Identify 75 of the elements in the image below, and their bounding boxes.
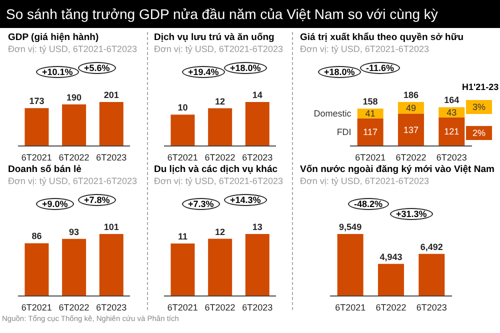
data-label: 9,549 <box>339 222 362 232</box>
chart-title: Doanh số bán lẻ <box>8 164 82 175</box>
data-label: 86 <box>32 231 42 242</box>
text: +5.6% <box>78 62 116 74</box>
text: So sánh tăng trưởng GDP nửa đầu năm của Việt Nam so với cùng kỳ <box>0 0 500 28</box>
chart-title: Du lịch và các dịch vụ khác <box>154 164 278 175</box>
data-label: 10 <box>178 102 188 113</box>
bar <box>357 108 384 118</box>
total-label: 186 <box>403 90 418 100</box>
x-tick-label: 6T2023 <box>96 152 127 162</box>
chart-title: Dịch vụ lưu trú và ăn uống <box>154 32 274 43</box>
series-label: FDI <box>336 127 352 138</box>
x-tick-label: 6T2021 <box>21 302 52 312</box>
x-tick-label: 6T2022 <box>204 302 236 312</box>
x-tick-label: 6T2022 <box>396 152 426 162</box>
data-label: 12 <box>215 226 226 237</box>
x-tick-label: 6T2021 <box>21 152 52 162</box>
x-tick-label: 6T2021 <box>167 302 198 312</box>
data-label: 49 <box>406 102 416 113</box>
text: +31.3% <box>390 208 433 220</box>
data-label: 6,492 <box>420 242 443 252</box>
text: +10.1% <box>36 66 79 78</box>
x-tick-label: 6T2023 <box>416 302 447 312</box>
x-tick-label: 6T2021 <box>335 302 366 312</box>
total-label: 164 <box>444 95 460 106</box>
text: +7.3% <box>182 198 220 210</box>
text: H1'21-23 <box>462 82 499 92</box>
text: +9.0% <box>36 198 74 210</box>
text: -11.6% <box>360 62 400 74</box>
x-tick-label: 6T2023 <box>242 302 273 312</box>
series-label: Domestic <box>314 108 352 118</box>
data-label: 117 <box>363 127 378 138</box>
data-label: 43 <box>446 107 457 118</box>
data-label: 12 <box>215 96 226 106</box>
bar <box>357 118 384 146</box>
x-tick-label: 6T2021 <box>355 152 386 162</box>
x-tick-label: 6T2023 <box>436 152 467 162</box>
chart-subtitle: Đơn vị: tỷ USD, 6T2021-6T2023 <box>300 44 429 54</box>
data-label: 93 <box>69 226 80 237</box>
x-tick-label: 6T2023 <box>242 152 273 162</box>
text: +18.0% <box>318 66 361 78</box>
data-label: 190 <box>66 92 82 102</box>
text: +7.8% <box>78 194 116 206</box>
x-tick-label: 6T2022 <box>58 152 90 162</box>
data-label: 11 <box>178 232 188 242</box>
data-label: 137 <box>403 124 418 135</box>
chart-subtitle: Đơn vị: tỷ USD, 6T2021-6T2023 <box>8 44 137 54</box>
x-tick-label: 6T2023 <box>96 302 127 312</box>
data-label: 13 <box>252 222 262 232</box>
x-tick-label: 6T2022 <box>376 302 406 312</box>
chart-subtitle: Đơn vị: tỷ USD, 6T2021-6T2023 <box>8 176 137 186</box>
data-label: 41 <box>365 108 376 118</box>
chart-subtitle: Đơn vị: tỷ USD, 6T2021-6T2023 <box>154 44 283 54</box>
bar <box>398 114 424 146</box>
x-tick-label: 6T2022 <box>204 152 236 162</box>
chart-subtitle: Đơn vị: tỷ USD, 6T2021-6T2023 <box>154 176 283 186</box>
text: -48.2% <box>348 198 389 210</box>
chart-subtitle: Đơn vị: tỷ USD, 6T2021-6T2023 <box>300 176 429 186</box>
text: 2% <box>466 126 492 140</box>
x-tick-label: 6T2021 <box>167 152 198 162</box>
chart-title: Giá trị xuất khẩu theo quyền sở hữu <box>300 32 464 43</box>
text: +19.4% <box>182 66 225 78</box>
x-tick-label: 6T2022 <box>58 302 90 312</box>
data-label: 201 <box>104 90 119 100</box>
data-label: 173 <box>29 96 44 106</box>
text: 3% <box>466 100 492 114</box>
data-label: 4,943 <box>380 252 402 262</box>
total-label: 158 <box>362 96 378 107</box>
chart-title: Vốn nước ngoài đăng ký mới vào Việt Nam <box>300 164 494 175</box>
data-label: 14 <box>252 90 262 100</box>
data-label: 101 <box>104 222 119 232</box>
chart-title: GDP (giá hiện hành) <box>8 32 99 43</box>
data-label: 121 <box>444 126 460 137</box>
text: +18.0% <box>224 62 267 74</box>
text: +14.3% <box>224 194 267 206</box>
